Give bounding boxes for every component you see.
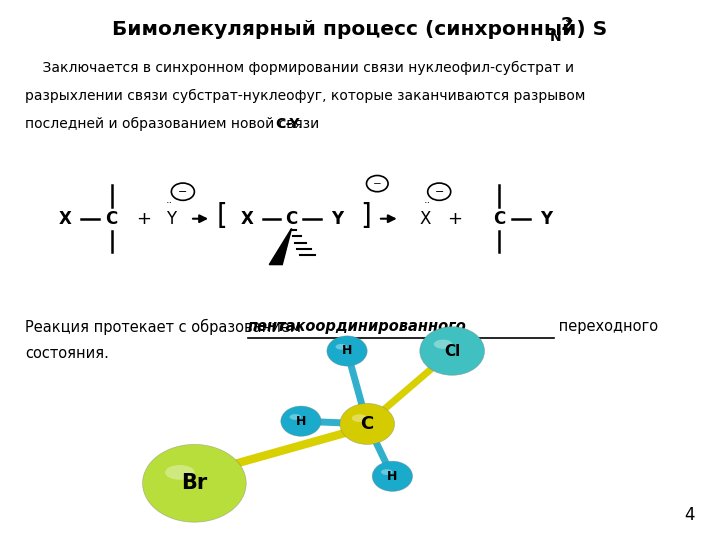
Circle shape <box>420 327 485 375</box>
Text: [: [ <box>216 202 228 230</box>
Text: H: H <box>296 415 306 428</box>
Text: −: − <box>373 179 382 188</box>
Polygon shape <box>269 228 292 265</box>
Text: Y: Y <box>331 210 343 228</box>
Text: +: + <box>137 210 151 228</box>
Text: переходного: переходного <box>554 319 659 334</box>
Text: H: H <box>342 345 352 357</box>
Circle shape <box>143 444 246 522</box>
Text: разрыхлении связи субстрат-нуклеофуг, которые заканчиваются разрывом: разрыхлении связи субстрат-нуклеофуг, ко… <box>25 89 585 103</box>
Text: X: X <box>58 210 71 228</box>
Text: .: . <box>297 117 302 131</box>
Circle shape <box>372 461 413 491</box>
Text: Заключается в синхронном формировании связи нуклеофил-субстрат и: Заключается в синхронном формировании св… <box>25 60 575 75</box>
Text: Бимолекулярный процесс (синхронный) S: Бимолекулярный процесс (синхронный) S <box>112 20 608 39</box>
Text: последней и образованием новой связи: последней и образованием новой связи <box>25 117 324 131</box>
Text: ··: ·· <box>423 199 431 208</box>
Text: −: − <box>434 187 444 197</box>
Text: ]: ] <box>360 202 372 230</box>
Circle shape <box>340 403 395 444</box>
Text: N: N <box>550 30 562 44</box>
Text: состояния.: состояния. <box>25 346 109 361</box>
Text: C: C <box>105 210 118 228</box>
Ellipse shape <box>165 465 194 480</box>
Text: ··: ·· <box>166 199 173 208</box>
Text: пентакоординированного: пентакоординированного <box>248 319 467 334</box>
Text: C: C <box>361 415 374 433</box>
Text: X: X <box>240 210 253 228</box>
Text: C-Y: C-Y <box>275 117 300 131</box>
Ellipse shape <box>381 469 392 475</box>
Text: 4: 4 <box>684 506 695 524</box>
Text: C: C <box>492 210 505 228</box>
Circle shape <box>281 406 321 436</box>
Text: H: H <box>387 470 397 483</box>
Text: Br: Br <box>181 473 207 494</box>
Text: 2: 2 <box>561 16 573 35</box>
Text: −: − <box>178 187 188 197</box>
Text: Реакция протекает с образованием: Реакция протекает с образованием <box>25 319 306 335</box>
Text: C: C <box>285 210 298 228</box>
Text: Cl: Cl <box>444 343 460 359</box>
Ellipse shape <box>289 414 301 420</box>
Text: X: X <box>419 210 431 228</box>
Text: Y: Y <box>166 210 176 228</box>
Ellipse shape <box>352 414 367 422</box>
Ellipse shape <box>336 344 347 349</box>
Circle shape <box>327 336 367 366</box>
Text: +: + <box>448 210 462 228</box>
Ellipse shape <box>434 340 452 349</box>
Text: Y: Y <box>540 210 552 228</box>
